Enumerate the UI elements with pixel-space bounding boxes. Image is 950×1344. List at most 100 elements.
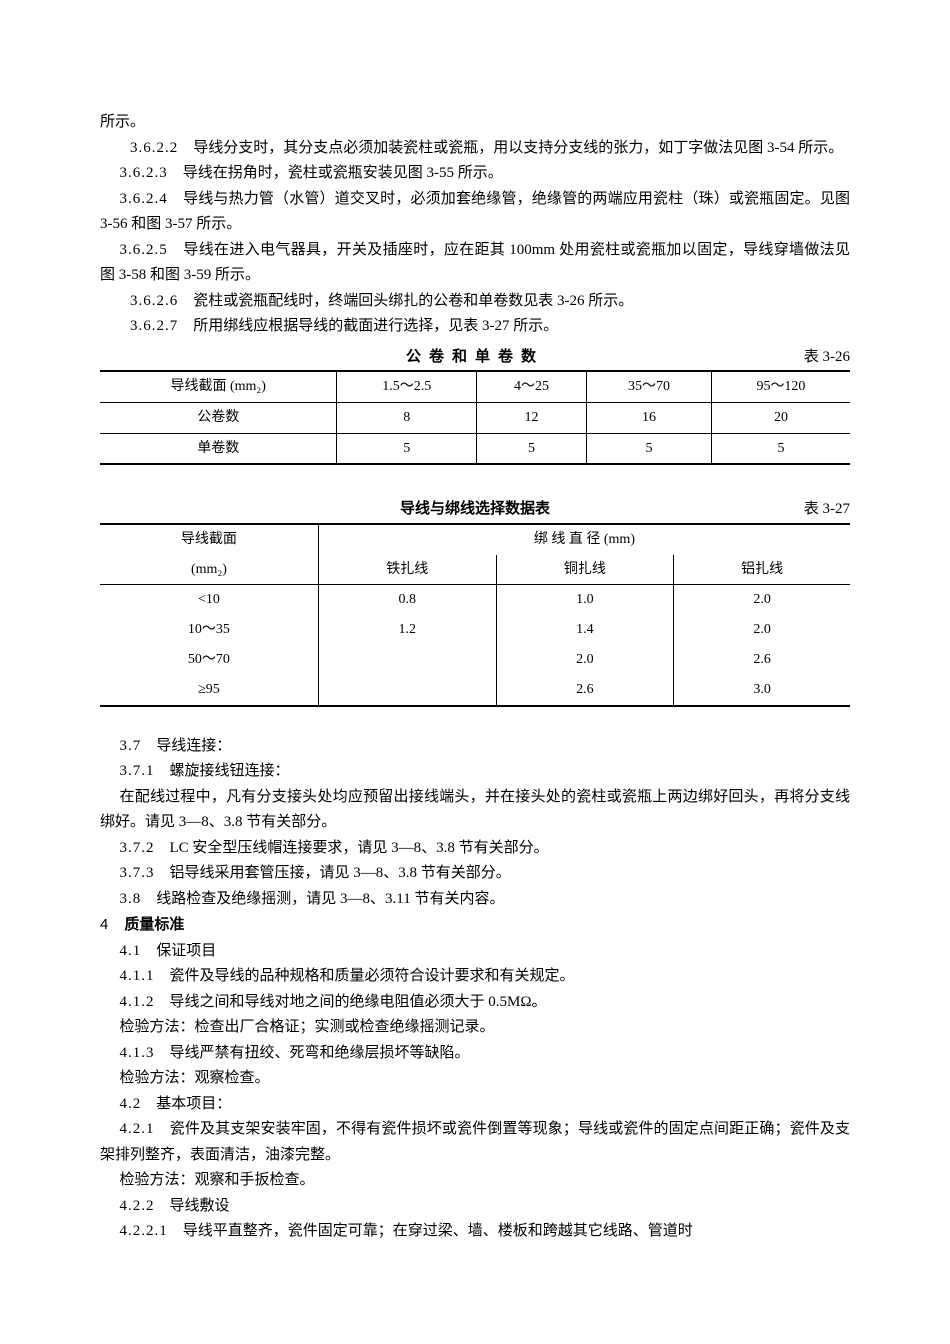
- table-cell: 3.0: [674, 675, 850, 706]
- table-row: 单卷数 5 5 5 5: [100, 433, 850, 464]
- paragraph: 4.2.2.1 导线平直整齐，瓷件固定可靠；在穿过梁、墙、楼板和跨越其它线路、管…: [100, 1219, 850, 1245]
- table-cell: 0.8: [318, 585, 496, 615]
- table-title-row: 导线与绑线选择数据表 表 3-27: [100, 497, 850, 523]
- paragraph: 在配线过程中，凡有分支接头处均应预留出接线端头，并在接头处的瓷柱或瓷瓶上两边绑好…: [100, 785, 850, 836]
- table-row: <10 0.8 1.0 2.0: [100, 585, 850, 615]
- section-number: 4.1.2: [120, 994, 155, 1010]
- paragraph-text: 导线连接：: [141, 738, 231, 754]
- section-number: 4.1.1: [120, 968, 155, 984]
- table-cell: 2.6: [674, 645, 850, 675]
- table-cell: 2.6: [496, 675, 674, 706]
- table-row: 50～70 2.0 2.6: [100, 645, 850, 675]
- section-number: 4.2.2.1: [120, 1223, 168, 1239]
- paragraph: 4.2.2 导线敷设: [100, 1194, 850, 1220]
- table-1: 导线截面 (mm₂) 1.5～2.5 4～25 35～70 95～120 公卷数…: [100, 370, 850, 465]
- section-number: 3.6.2.6: [130, 293, 178, 309]
- table-header-row: (mm₂) 铁扎线 铜扎线 铝扎线: [100, 555, 850, 585]
- paragraph-text: 铝导线采用套管压接，请见 3―8、3.8 节有关部分。: [155, 865, 511, 881]
- table-cell: 5: [587, 433, 712, 464]
- section-number: 4.2.2: [120, 1198, 155, 1214]
- table-header-cell: 导线截面: [100, 524, 318, 555]
- table-cell: <10: [100, 585, 318, 615]
- table-title: 导线与绑线选择数据表: [400, 497, 550, 523]
- paragraph: 所示。: [100, 110, 850, 136]
- paragraph: 3.7.1 螺旋接线钮连接：: [100, 759, 850, 785]
- table-header-cell: 铝扎线: [674, 555, 850, 585]
- table-header-cell: 35～70: [587, 371, 712, 402]
- paragraph: 4.1 保证项目: [100, 939, 850, 965]
- table-cell: 2.0: [674, 615, 850, 645]
- table-2: 导线截面 绑 线 直 径 (mm) (mm₂) 铁扎线 铜扎线 铝扎线 <10 …: [100, 523, 850, 707]
- table-header-row: 导线截面 绑 线 直 径 (mm): [100, 524, 850, 555]
- table-header-cell: 导线截面 (mm₂): [100, 371, 337, 402]
- table-label: 表 3-27: [804, 497, 850, 523]
- section-number: 3.7.3: [120, 865, 155, 881]
- table-cell: 单卷数: [100, 433, 337, 464]
- section-heading: 4 质量标准: [100, 912, 850, 939]
- table-cell: 5: [477, 433, 587, 464]
- section-number: 4.2.1: [120, 1121, 155, 1137]
- table-cell: 1.2: [318, 615, 496, 645]
- table-header-cell: 95～120: [711, 371, 850, 402]
- paragraph-text: 瓷柱或瓷瓶配线时，终端回头绑扎的公卷和单卷数见表 3-26 所示。: [178, 293, 633, 309]
- table-header-cell: 铜扎线: [496, 555, 674, 585]
- table-cell: 16: [587, 402, 712, 433]
- paragraph: 4.1.1 瓷件及导线的品种规格和质量必须符合设计要求和有关规定。: [100, 964, 850, 990]
- table-cell: 8: [337, 402, 477, 433]
- table-label: 表 3-26: [804, 345, 850, 371]
- table-row: 公卷数 8 12 16 20: [100, 402, 850, 433]
- table-cell: 5: [711, 433, 850, 464]
- paragraph: 3.7.2 LC 安全型压线帽连接要求，请见 3―8、3.8 节有关部分。: [100, 836, 850, 862]
- paragraph: 检验方法：观察检查。: [100, 1066, 850, 1092]
- section-number: 4: [100, 916, 109, 933]
- paragraph-text: 导线分支时，其分支点必须加装瓷柱或瓷瓶，用以支持分支线的张力，如丁字做法见图 3…: [178, 140, 843, 156]
- paragraph-text: 导线平直整齐，瓷件固定可靠；在穿过梁、墙、楼板和跨越其它线路、管道时: [168, 1223, 693, 1239]
- section-number: 4.1.3: [120, 1045, 155, 1061]
- table-cell: 20: [711, 402, 850, 433]
- section-number: 4.1: [120, 943, 142, 959]
- paragraph: 3.6.2.3 导线在拐角时，瓷柱或瓷瓶安装见图 3-55 所示。: [100, 161, 850, 187]
- paragraph: 3.6.2.5 导线在进入电气器具，开关及插座时，应在距其 100mm 处用瓷柱…: [100, 238, 850, 289]
- table-cell: [318, 675, 496, 706]
- paragraph-text: 导线敷设: [155, 1198, 230, 1214]
- paragraph-text: 保证项目: [141, 943, 216, 959]
- table-cell: ≥95: [100, 675, 318, 706]
- paragraph-text: 所用绑线应根据导线的截面进行选择，见表 3-27 所示。: [178, 318, 558, 334]
- paragraph-text: 导线在拐角时，瓷柱或瓷瓶安装见图 3-55 所示。: [168, 165, 503, 181]
- table-cell: 2.0: [496, 645, 674, 675]
- table-cell: [318, 645, 496, 675]
- section-number: 3.7: [120, 738, 142, 754]
- table-header-cell: 4～25: [477, 371, 587, 402]
- paragraph: 检验方法：检查出厂合格证；实测或检查绝缘摇测记录。: [100, 1015, 850, 1041]
- table-cell: 1.0: [496, 585, 674, 615]
- paragraph: 3.6.2.7 所用绑线应根据导线的截面进行选择，见表 3-27 所示。: [100, 314, 850, 340]
- table-row: ≥95 2.6 3.0: [100, 675, 850, 706]
- paragraph-text: 瓷件及其支架安装牢固，不得有瓷件损坏或瓷件倒置等现象；导线或瓷件的固定点间距正确…: [100, 1121, 850, 1163]
- paragraph-text: 线路检查及绝缘摇测，请见 3―8、3.11 节有关内容。: [141, 891, 504, 907]
- table-header-row: 导线截面 (mm₂) 1.5～2.5 4～25 35～70 95～120: [100, 371, 850, 402]
- paragraph-text: 导线之间和导线对地之间的绝缘电阻值必须大于 0.5MΩ。: [155, 994, 547, 1010]
- table-header-cell: (mm₂): [100, 555, 318, 585]
- section-number: 3.6.2.5: [120, 242, 168, 258]
- section-number: 3.6.2.3: [120, 165, 168, 181]
- paragraph: 3.7 导线连接：: [100, 734, 850, 760]
- table-header-cell: 绑 线 直 径 (mm): [318, 524, 850, 555]
- section-number: 3.6.2.2: [130, 140, 178, 156]
- paragraph: 4.1.3 导线严禁有扭绞、死弯和绝缘层损坏等缺陷。: [100, 1041, 850, 1067]
- table-cell: 2.0: [674, 585, 850, 615]
- table-title-row: 公卷和单卷数 表 3-26: [100, 345, 850, 371]
- table-cell: 1.4: [496, 615, 674, 645]
- section-number: 3.8: [120, 891, 142, 907]
- paragraph-text: 导线在进入电气器具，开关及插座时，应在距其 100mm 处用瓷柱或瓷瓶加以固定，…: [100, 242, 850, 284]
- section-number: 3.6.2.7: [130, 318, 178, 334]
- section-number: 4.2: [120, 1096, 142, 1112]
- paragraph: 4.2 基本项目：: [100, 1092, 850, 1118]
- paragraph-text: 螺旋接线钮连接：: [155, 763, 290, 779]
- paragraph: 4.1.2 导线之间和导线对地之间的绝缘电阻值必须大于 0.5MΩ。: [100, 990, 850, 1016]
- table-cell: 10～35: [100, 615, 318, 645]
- paragraph-text: 基本项目：: [141, 1096, 231, 1112]
- table-cell: 公卷数: [100, 402, 337, 433]
- table-title: 公卷和单卷数: [406, 345, 544, 371]
- table-cell: 50～70: [100, 645, 318, 675]
- paragraph: 3.7.3 铝导线采用套管压接，请见 3―8、3.8 节有关部分。: [100, 861, 850, 887]
